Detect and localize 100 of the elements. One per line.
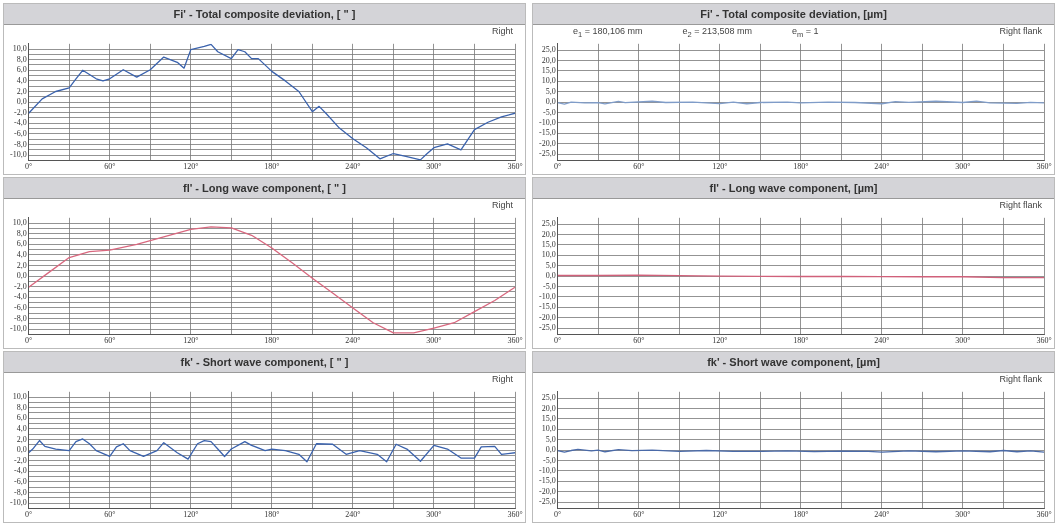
x-tick-label: 300°	[426, 162, 442, 172]
y-tick-label: -15,0	[538, 128, 556, 138]
x-tick-label: 120°	[183, 510, 199, 520]
x-tick-label: 0°	[554, 510, 562, 520]
y-tick-label: 20,0	[541, 403, 556, 413]
y-tick-label: -5,0	[542, 455, 556, 465]
y-tick-label: -5,0	[542, 107, 556, 117]
y-tick-label: 0,0	[545, 97, 556, 107]
y-tick-label: -10,0	[538, 466, 556, 476]
y-tick-label: -20,0	[538, 138, 556, 148]
y-tick-label: 10,0	[541, 424, 556, 434]
y-tick-label: 5,0	[545, 434, 556, 444]
text: Right	[491, 373, 513, 385]
x-tick-label: 360°	[507, 162, 523, 172]
chart-title: fk' - Short wave component, [ " ]	[4, 352, 525, 373]
y-tick-label: -8,0	[13, 487, 27, 497]
x-tick-label: 240°	[345, 510, 361, 520]
y-tick-label: 5,0	[545, 260, 556, 270]
y-tick-label: 0,0	[16, 97, 27, 107]
y-tick-label: 4,0	[16, 423, 27, 433]
y-tick-label: -10,0	[9, 498, 27, 508]
y-tick-label: 6,0	[16, 65, 27, 75]
y-tick-label: -20,0	[538, 486, 556, 496]
x-tick-label: 180°	[793, 162, 809, 172]
text: e$_{2}$ = 213,508 mm	[682, 25, 752, 39]
y-tick-label: -25,0	[538, 149, 556, 159]
x-tick-label: 300°	[426, 336, 442, 346]
y-tick-label: 8,0	[16, 54, 27, 64]
y-tick-label: 25,0	[541, 45, 556, 55]
y-tick-label: -15,0	[538, 476, 556, 486]
x-tick-label: 360°	[507, 510, 523, 520]
x-tick-label: 0°	[554, 162, 562, 172]
x-tick-label: 180°	[793, 510, 809, 520]
text: Right	[491, 25, 513, 37]
x-tick-label: 240°	[345, 162, 361, 172]
y-tick-label: 6,0	[16, 413, 27, 423]
x-tick-label: 60°	[104, 162, 116, 172]
x-tick-label: 300°	[955, 336, 971, 346]
x-tick-label: 360°	[1036, 510, 1052, 520]
x-tick-label: 60°	[104, 336, 116, 346]
x-tick-label: 240°	[874, 510, 890, 520]
y-tick-label: 4,0	[16, 249, 27, 259]
chart-title: Fi' - Total composite deviation, [µm]	[533, 4, 1054, 25]
x-tick-label: 300°	[955, 510, 971, 520]
y-tick-label: -25,0	[538, 323, 556, 333]
y-tick-label: -2,0	[13, 107, 27, 117]
y-tick-label: -5,0	[542, 281, 556, 291]
x-tick-label: 120°	[712, 162, 728, 172]
y-tick-label: 8,0	[16, 402, 27, 412]
y-tick-label: 8,0	[16, 228, 27, 238]
x-tick-label: 300°	[426, 510, 442, 520]
y-tick-label: 10,0	[12, 44, 27, 54]
y-tick-label: -6,0	[13, 128, 27, 138]
x-tick-label: 60°	[104, 510, 116, 520]
text: Right flank	[999, 25, 1042, 37]
y-tick-label: -20,0	[538, 312, 556, 322]
y-tick-label: 2,0	[16, 260, 27, 270]
y-tick-label: 10,0	[12, 218, 27, 228]
y-tick-label: 2,0	[16, 86, 27, 96]
x-tick-label: 60°	[633, 162, 645, 172]
chart-title: fl' - Long wave component, [ " ]	[4, 178, 525, 199]
x-tick-label: 240°	[345, 336, 361, 346]
x-tick-label: 240°	[874, 162, 890, 172]
y-tick-label: -2,0	[13, 281, 27, 291]
x-tick-label: 300°	[955, 162, 971, 172]
text: Right	[491, 199, 513, 211]
y-tick-label: 0,0	[545, 271, 556, 281]
y-tick-label: -10,0	[538, 292, 556, 302]
y-tick-label: -8,0	[13, 139, 27, 149]
text: e$_{1}$ = 180,106 mm	[573, 25, 643, 39]
x-tick-label: 180°	[793, 336, 809, 346]
chart-title: Fi' - Total composite deviation, [ " ]	[4, 4, 525, 25]
y-tick-label: -6,0	[13, 476, 27, 486]
y-tick-label: -4,0	[13, 466, 27, 476]
y-tick-label: 15,0	[541, 239, 556, 249]
y-tick-label: 5,0	[545, 86, 556, 96]
x-tick-label: 120°	[183, 336, 199, 346]
y-tick-label: 15,0	[541, 413, 556, 423]
y-tick-label: -10,0	[9, 150, 27, 160]
y-tick-label: -10,0	[538, 118, 556, 128]
x-tick-label: 240°	[874, 336, 890, 346]
y-tick-label: 20,0	[541, 229, 556, 239]
y-tick-label: 15,0	[541, 65, 556, 75]
y-tick-label: 10,0	[541, 250, 556, 260]
y-tick-label: 0,0	[16, 445, 27, 455]
y-tick-label: 0,0	[545, 445, 556, 455]
x-tick-label: 180°	[264, 510, 280, 520]
y-tick-label: 25,0	[541, 219, 556, 229]
x-tick-label: 0°	[25, 336, 33, 346]
y-tick-label: 0,0	[16, 271, 27, 281]
y-tick-label: 10,0	[541, 76, 556, 86]
y-tick-label: -8,0	[13, 313, 27, 323]
x-tick-label: 60°	[633, 510, 645, 520]
y-tick-label: -4,0	[13, 292, 27, 302]
y-tick-label: 10,0	[12, 392, 27, 402]
x-tick-label: 180°	[264, 162, 280, 172]
y-tick-label: 4,0	[16, 75, 27, 85]
x-tick-label: 360°	[1036, 336, 1052, 346]
x-tick-label: 0°	[25, 162, 33, 172]
y-tick-label: -25,0	[538, 497, 556, 507]
